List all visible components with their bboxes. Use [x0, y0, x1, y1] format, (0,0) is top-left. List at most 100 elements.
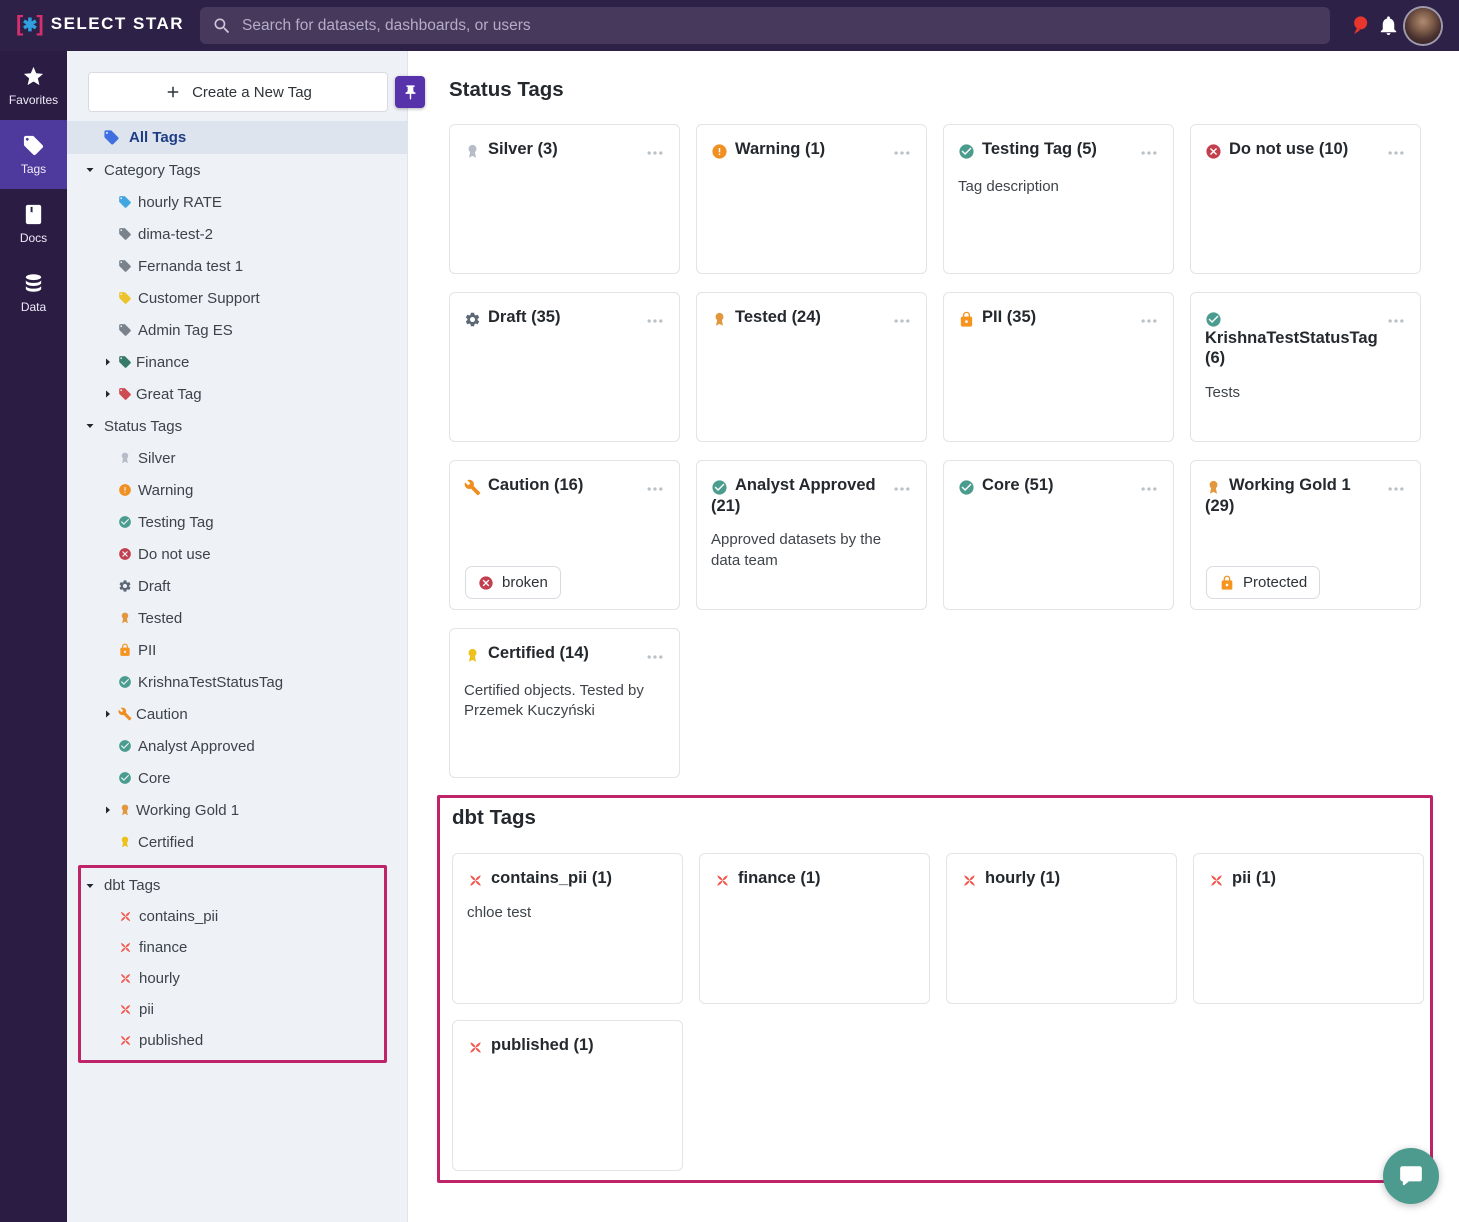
dbt-icon: [118, 940, 133, 955]
chevron-right-icon[interactable]: [102, 708, 114, 720]
sidebar-item-krishnateststatustag[interactable]: KrishnaTestStatusTag: [67, 666, 408, 698]
sidebar-item-dima-test-2[interactable]: dima-test-2: [67, 218, 408, 250]
sidebar-item-warning[interactable]: Warning: [67, 474, 408, 506]
tag-card-contains-pii[interactable]: contains_pii (1) chloe test: [452, 853, 683, 1004]
more-menu-icon[interactable]: [645, 647, 665, 667]
sidebar-item-customer-support[interactable]: Customer Support: [67, 282, 408, 314]
tag-card-dbt-pii[interactable]: pii (1): [1193, 853, 1424, 1004]
more-menu-icon[interactable]: [1386, 479, 1406, 499]
medal-icon: [464, 143, 481, 159]
more-menu-icon[interactable]: [1386, 143, 1406, 163]
sidebar-item-caution[interactable]: Caution: [67, 698, 408, 730]
tag-card-dbt-hourly[interactable]: hourly (1): [946, 853, 1177, 1004]
global-search[interactable]: [200, 7, 1330, 44]
tag-icon: [118, 387, 132, 401]
chevron-right-icon[interactable]: [102, 388, 114, 400]
tag-card-silver[interactable]: Silver (3): [449, 124, 680, 274]
sidebar-item-pii[interactable]: PII: [67, 634, 408, 666]
dbt-icon: [118, 1033, 133, 1048]
more-menu-icon[interactable]: [892, 143, 912, 163]
sidebar-item-tested[interactable]: Tested: [67, 602, 408, 634]
notifications-bell-icon[interactable]: [1377, 0, 1400, 51]
chevron-down-icon[interactable]: [84, 880, 96, 892]
create-new-tag-button[interactable]: Create a New Tag: [88, 72, 388, 112]
section-category-tags[interactable]: Category Tags: [67, 154, 408, 186]
more-menu-icon[interactable]: [1386, 311, 1406, 331]
medal-icon: [118, 803, 132, 817]
sidebar-item-great-tag[interactable]: Great Tag: [67, 378, 408, 410]
search-input[interactable]: [242, 16, 1318, 35]
sidebar-item-certified[interactable]: Certified: [67, 826, 408, 858]
medal-icon: [118, 451, 132, 465]
tag-card-draft[interactable]: Draft (35): [449, 292, 680, 442]
status-tags-grid: Silver (3) Warning (1) Testing Tag (5) T…: [449, 124, 1421, 778]
sidebar-item-all-tags[interactable]: All Tags: [67, 121, 408, 154]
more-menu-icon[interactable]: [1139, 479, 1159, 499]
lock-icon: [958, 311, 975, 327]
sidebar-item-draft[interactable]: Draft: [67, 570, 408, 602]
sidebar-item-dbt-finance[interactable]: finance: [81, 932, 384, 963]
tag-card-certified[interactable]: Certified (14) Certified objects. Tested…: [449, 628, 680, 778]
chip-protected[interactable]: Protected: [1206, 566, 1321, 599]
sidebar-item-hourly-rate[interactable]: hourly RATE: [67, 186, 408, 218]
tag-card-pii[interactable]: PII (35): [943, 292, 1174, 442]
tag-card-tested[interactable]: Tested (24): [696, 292, 927, 442]
chip-broken[interactable]: broken: [465, 566, 561, 599]
chevron-right-icon[interactable]: [102, 804, 114, 816]
more-menu-icon[interactable]: [645, 479, 665, 499]
chat-launcher-button[interactable]: [1383, 1148, 1439, 1204]
sidebar-item-fernanda-test-1[interactable]: Fernanda test 1: [67, 250, 408, 282]
check-circle-icon: [118, 515, 132, 529]
sidebar-item-finance[interactable]: Finance: [67, 346, 408, 378]
wrench-icon: [464, 479, 481, 495]
tag-card-core[interactable]: Core (51): [943, 460, 1174, 610]
x-circle-icon: [1205, 143, 1222, 159]
whats-new-icon[interactable]: [1348, 0, 1371, 51]
dbt-tags-section-highlight-box: dbt Tags contains_pii (1) chloe test fin…: [437, 795, 1433, 1183]
sidebar-item-dbt-pii[interactable]: pii: [81, 994, 384, 1025]
sidebar-item-dbt-published[interactable]: published: [81, 1025, 384, 1056]
sidebar-item-silver[interactable]: Silver: [67, 442, 408, 474]
check-circle-icon: [958, 143, 975, 159]
tag-card-dbt-finance[interactable]: finance (1): [699, 853, 930, 1004]
sidebar-item-core[interactable]: Core: [67, 762, 408, 794]
more-menu-icon[interactable]: [1139, 311, 1159, 331]
tag-card-dbt-published[interactable]: published (1): [452, 1020, 683, 1171]
status-tags-header: Status Tags: [449, 78, 564, 101]
tag-card-warning[interactable]: Warning (1): [696, 124, 927, 274]
tag-icon: [118, 227, 132, 241]
rail-item-favorites[interactable]: Favorites: [0, 51, 67, 120]
logo[interactable]: [✱] SELECT STAR: [16, 11, 184, 37]
sidebar-item-contains-pii[interactable]: contains_pii: [81, 901, 384, 932]
section-dbt-tags[interactable]: dbt Tags: [81, 870, 384, 901]
chevron-down-icon[interactable]: [84, 420, 96, 432]
sidebar-item-admin-tag-es[interactable]: Admin Tag ES: [67, 314, 408, 346]
sidebar-item-do-not-use[interactable]: Do not use: [67, 538, 408, 570]
rail-label: Favorites: [8, 92, 59, 107]
more-menu-icon[interactable]: [645, 311, 665, 331]
check-circle-icon: [711, 479, 728, 496]
user-avatar[interactable]: [1405, 8, 1441, 44]
more-menu-icon[interactable]: [1139, 143, 1159, 163]
chevron-right-icon[interactable]: [102, 356, 114, 368]
tag-card-description: Tests: [1205, 383, 1241, 401]
section-status-tags[interactable]: Status Tags: [67, 410, 408, 442]
more-menu-icon[interactable]: [892, 311, 912, 331]
chevron-down-icon[interactable]: [84, 164, 96, 176]
tag-card-caution[interactable]: Caution (16) broken: [449, 460, 680, 610]
tag-card-working-gold-1[interactable]: Working Gold 1 (29) Protected: [1190, 460, 1421, 610]
rail-item-docs[interactable]: Docs: [0, 189, 67, 258]
sidebar-item-analyst-approved[interactable]: Analyst Approved: [67, 730, 408, 762]
sidebar-item-working-gold-1[interactable]: Working Gold 1: [67, 794, 408, 826]
tag-card-testing-tag[interactable]: Testing Tag (5) Tag description: [943, 124, 1174, 274]
tag-card-do-not-use[interactable]: Do not use (10): [1190, 124, 1421, 274]
more-menu-icon[interactable]: [645, 143, 665, 163]
pin-sidebar-button[interactable]: [395, 76, 425, 108]
rail-item-tags[interactable]: Tags: [0, 120, 67, 189]
more-menu-icon[interactable]: [892, 479, 912, 499]
rail-item-data[interactable]: Data: [0, 258, 67, 327]
tag-card-analyst-approved[interactable]: Analyst Approved (21) Approved datasets …: [696, 460, 927, 610]
sidebar-item-dbt-hourly[interactable]: hourly: [81, 963, 384, 994]
tag-card-krishnateststatustag[interactable]: KrishnaTestStatusTag (6) Tests: [1190, 292, 1421, 442]
sidebar-item-testing-tag[interactable]: Testing Tag: [67, 506, 408, 538]
